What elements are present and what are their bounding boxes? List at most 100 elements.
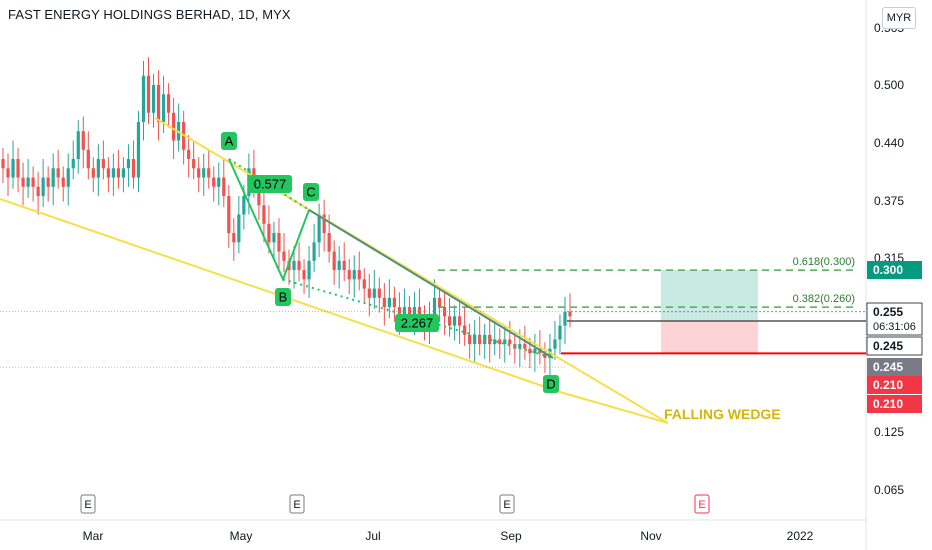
candle-body: [6, 168, 10, 178]
candle-body: [11, 159, 15, 178]
candle-body: [141, 75, 146, 123]
earnings-marker: [289, 494, 305, 514]
candle-body: [212, 177, 216, 187]
candle-body: [417, 307, 422, 317]
price-tag: [867, 261, 922, 279]
candle-body: [237, 214, 241, 243]
candle-body: [493, 339, 497, 345]
candle-body: [207, 168, 211, 178]
candle-body: [528, 348, 532, 354]
candle-body: [111, 168, 115, 178]
candle-body: [121, 168, 126, 178]
candle-body: [272, 233, 276, 243]
candle-body: [468, 334, 472, 345]
candle-body: [161, 94, 166, 123]
candle-body: [367, 288, 371, 298]
pattern-point-c-text: C: [306, 185, 315, 200]
candle-body: [407, 307, 412, 317]
candle-body: [172, 112, 176, 141]
candle-body: [41, 177, 45, 197]
candle-body: [302, 270, 306, 280]
pattern-point-d-text: D: [546, 377, 555, 392]
candle-body: [392, 297, 396, 308]
earnings-marker: [694, 494, 710, 514]
candle-body: [56, 168, 60, 178]
candle-body: [292, 260, 296, 271]
candle-body: [131, 159, 136, 178]
x-tick-label: 2022: [787, 529, 814, 543]
candle-body: [277, 233, 281, 252]
candle-body: [151, 85, 156, 113]
candle-body: [227, 196, 231, 234]
candle-body: [533, 348, 537, 354]
candle-body: [66, 168, 70, 187]
earnings-marker: [499, 494, 515, 514]
candle-body: [553, 339, 557, 349]
candle-body: [322, 214, 326, 234]
candle-body: [312, 242, 316, 261]
candle-body: [202, 168, 206, 178]
pattern-point-d: [543, 375, 559, 393]
candle-body: [518, 344, 522, 349]
target-zone: [661, 270, 758, 321]
x-tick-label: Nov: [640, 529, 661, 543]
price-tag: [867, 395, 922, 413]
y-tick-label: 0.440: [874, 136, 904, 150]
candle-body: [387, 297, 391, 308]
pattern-point-c: [303, 183, 319, 201]
x-tick-label: Jul: [365, 529, 380, 543]
candle-body: [282, 251, 286, 261]
pattern-point-a-text: A: [225, 134, 234, 149]
candle-body: [242, 196, 246, 215]
candle-body: [61, 177, 65, 187]
candle-body: [488, 334, 492, 345]
candle-body: [458, 316, 462, 326]
candle-body: [106, 168, 110, 178]
y-tick-label: 0.065: [874, 483, 904, 497]
candle-body: [463, 325, 467, 335]
candle-body: [126, 159, 131, 169]
y-tick-label: 0.375: [874, 194, 904, 208]
currency-button[interactable]: MYR: [882, 7, 916, 29]
candle-body: [76, 131, 80, 160]
candle-body: [192, 159, 196, 169]
pattern-ratio-line: [228, 158, 310, 211]
x-tick-label: Mar: [83, 529, 104, 543]
pattern-point-b-text: B: [279, 290, 288, 305]
wedge-upper-line: [154, 117, 669, 424]
candle-body: [187, 149, 191, 160]
candle-body: [478, 334, 482, 345]
candle-body: [46, 177, 50, 187]
candle-body: [437, 297, 442, 308]
candle-body: [508, 339, 512, 345]
candle-body: [523, 344, 527, 349]
ratio-label-bd-text: 2.267: [401, 316, 434, 331]
candle-body: [347, 270, 351, 280]
pattern-leg-cd: [308, 209, 554, 359]
candle-body: [357, 270, 361, 280]
stop-zone: [661, 320, 758, 354]
candle-body: [36, 186, 40, 197]
candle-body: [352, 270, 356, 280]
candle-body: [262, 205, 266, 224]
candle-body: [91, 168, 95, 178]
candle-body: [26, 177, 30, 187]
candle-body: [21, 177, 25, 187]
y-tick-label: 0.500: [874, 78, 904, 92]
candle-body: [447, 316, 452, 326]
x-tick-label: Sep: [500, 529, 522, 543]
price-tag-text: 0.300: [873, 263, 903, 277]
candle-body: [51, 168, 55, 187]
candle-body: [362, 279, 366, 289]
fib-level-label: 0.618(0.300): [793, 256, 855, 268]
candle-body: [332, 251, 336, 271]
candle-body: [136, 122, 141, 178]
candle-body: [483, 334, 487, 345]
candle-body: [498, 339, 502, 345]
candle-body: [217, 177, 221, 187]
wedge-annotation: FALLING WEDGE: [664, 406, 781, 422]
candle-body: [503, 339, 507, 345]
candle-body: [257, 186, 261, 206]
candle-body: [96, 159, 100, 178]
